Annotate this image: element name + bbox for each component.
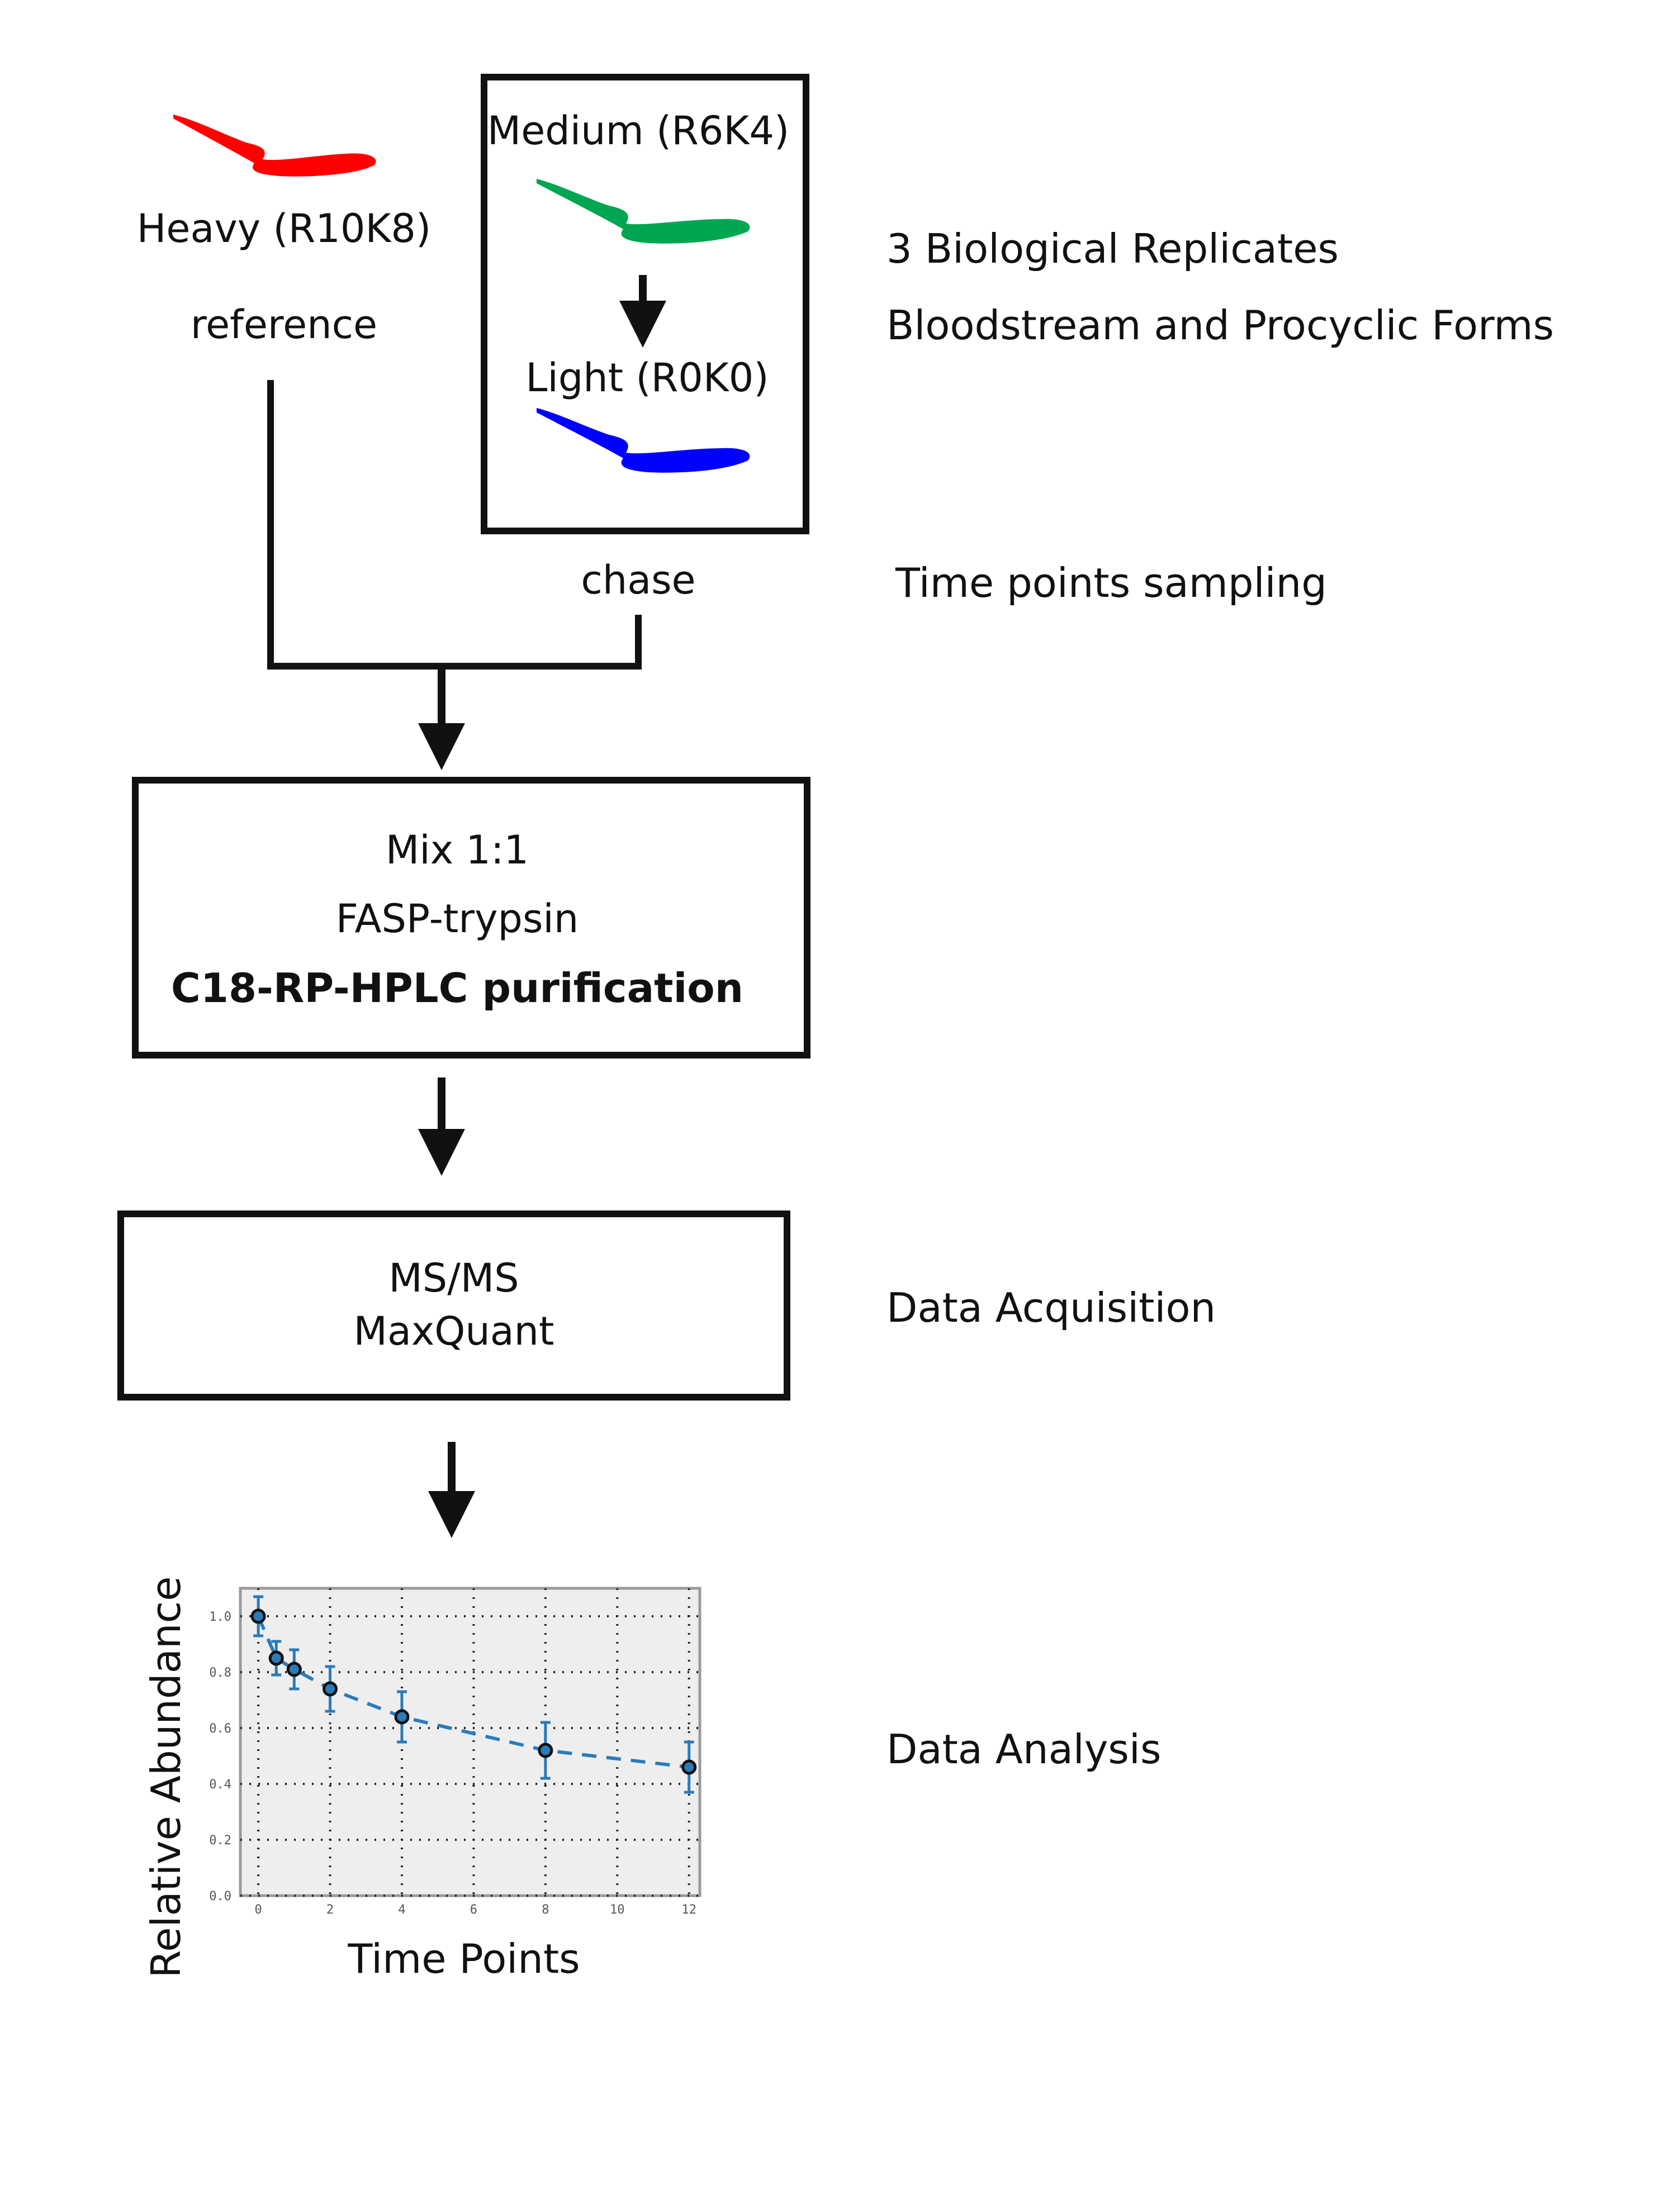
light-label: Light (R0K0): [525, 355, 769, 401]
reference-label: reference: [191, 302, 377, 348]
maxquant-label: MaxQuant: [354, 1308, 554, 1354]
data-point: [268, 1650, 284, 1666]
forms-note: Bloodstream and Procyclic Forms: [886, 302, 1554, 349]
acquisition-note: Data Acquisition: [886, 1284, 1216, 1331]
data-point: [538, 1743, 553, 1758]
tick-labels: 0 2 4 6 8 10 12 0.0 0.2 0.4 0.6 0.8 1.0: [209, 1610, 696, 1917]
y-tick-label: 1.0: [209, 1610, 231, 1624]
y-tick-label: 0.6: [209, 1722, 231, 1736]
medium-light-box: [481, 74, 809, 534]
msms-label: MS/MS: [388, 1255, 519, 1301]
mix-label: Mix 1:1: [386, 827, 529, 873]
medium-parasite-icon: [537, 179, 750, 244]
x-tick-label: 0: [254, 1903, 262, 1917]
mix-box: [132, 777, 810, 1058]
x-tick-label: 10: [610, 1903, 625, 1917]
data-point: [286, 1662, 302, 1677]
data-point: [681, 1759, 697, 1775]
light-parasite-icon: [537, 408, 750, 473]
msms-box: [117, 1211, 790, 1401]
plot-area: [239, 1587, 701, 1897]
y-tick-label: 0.0: [209, 1890, 231, 1904]
fasp-label: FASP-trypsin: [336, 896, 579, 942]
y-tick-label: 0.2: [209, 1834, 231, 1848]
y-tick-label: 0.4: [209, 1778, 231, 1792]
series-layer: [250, 1595, 697, 1794]
analysis-note: Data Analysis: [886, 1726, 1161, 1773]
c18-label: C18-RP-HPLC purification: [171, 965, 743, 1012]
heavy-parasite-icon: [173, 115, 376, 177]
decay-chart: 0 2 4 6 8 10 120.00.20.40.60.81.0 Time Points …: [143, 1577, 701, 1982]
replicates-note: 3 Biological Replicates: [886, 225, 1339, 272]
merge-connector: [267, 380, 642, 670]
data-point: [323, 1681, 338, 1697]
x-tick-label: 6: [470, 1903, 477, 1917]
chase-label: chase: [581, 557, 695, 603]
x-tick-label: 2: [326, 1903, 334, 1917]
x-axis-title: Time Points: [347, 1935, 580, 1982]
y-tick-label: 0.8: [209, 1666, 231, 1680]
heavy-label: Heavy (R10K8): [137, 206, 431, 251]
data-point: [394, 1709, 410, 1725]
medium-label: Medium (R6K4): [487, 108, 789, 154]
data-point: [250, 1608, 266, 1624]
y-axis-title: Relative Abundance: [143, 1577, 189, 1978]
x-tick-label: 8: [542, 1903, 549, 1917]
x-tick-label: 12: [681, 1903, 696, 1917]
sampling-note: Time points sampling: [895, 559, 1327, 606]
x-tick-label: 4: [398, 1903, 405, 1917]
